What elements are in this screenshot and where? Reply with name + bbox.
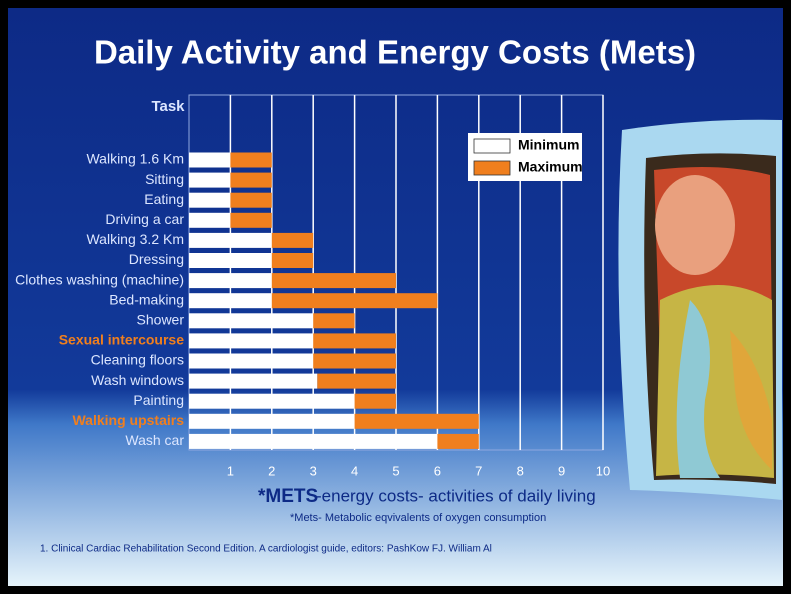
x-tick-label: 5 [392, 463, 399, 478]
x-tick-label: 7 [475, 463, 482, 478]
y-tick-label: Cleaning floors [91, 352, 184, 368]
category-axis-title: Task [151, 98, 185, 115]
y-tick-label: Sexual intercourse [59, 332, 184, 348]
y-tick-label: Dressing [129, 251, 184, 267]
bar-minimum [189, 353, 314, 369]
bar-maximum [313, 353, 396, 369]
x-tick-label: 1 [227, 463, 234, 478]
bar-maximum [271, 293, 438, 309]
y-tick-label: Painting [133, 392, 184, 408]
bar-maximum [230, 172, 272, 188]
y-tick-label: Wash car [125, 432, 184, 448]
y-tick-label: Sitting [145, 171, 184, 187]
y-tick-label: Walking 1.6 Km [86, 151, 184, 167]
bar-minimum [189, 293, 272, 309]
y-tick-label: Driving a car [105, 211, 184, 227]
bar-minimum [189, 232, 272, 248]
chart-title: Daily Activity and Energy Costs (Mets) [94, 34, 696, 71]
y-tick-label: Walking upstairs [72, 412, 184, 428]
bar-minimum [189, 253, 272, 268]
bar-maximum [271, 253, 314, 268]
bar-maximum [271, 232, 314, 248]
bar-maximum [230, 212, 272, 228]
bar-maximum [317, 373, 396, 389]
bar-maximum [230, 152, 272, 168]
legend: Minimum Maximum [468, 133, 583, 181]
bar-maximum [313, 313, 355, 329]
x-tick-label: 2 [268, 463, 275, 478]
plot [188, 94, 604, 451]
bar-minimum [189, 152, 231, 168]
note: *Mets- Metabolic eqvivalents of oxygen c… [290, 512, 546, 524]
x-axis-title-prefix: *METS [258, 486, 318, 507]
y-tick-label: Eating [144, 191, 184, 207]
legend-label: Maximum [518, 159, 583, 175]
bar-minimum [189, 393, 355, 409]
legend-swatch [473, 138, 511, 154]
y-tick-label: Clothes washing (machine) [15, 271, 184, 287]
painting [618, 119, 782, 500]
bar-maximum [354, 413, 479, 429]
bar-minimum [189, 212, 231, 228]
bar-minimum [189, 333, 314, 349]
legend-swatch [473, 160, 511, 176]
x-axis-title: -energy costs- activities of daily livin… [316, 486, 596, 505]
x-tick-label: 4 [351, 463, 358, 478]
legend-label: Minimum [518, 137, 579, 153]
x-tick-label: 8 [517, 463, 524, 478]
y-tick-label: Walking 3.2 Km [86, 231, 184, 247]
bar-maximum [437, 433, 479, 449]
y-tick-label: Wash windows [91, 372, 184, 388]
source: 1. Clinical Cardiac Rehabilitation Secon… [40, 544, 492, 555]
bar-maximum [230, 192, 272, 208]
x-tick-label: 6 [434, 463, 441, 478]
x-tick-label: 3 [310, 463, 317, 478]
bar-maximum [271, 273, 396, 289]
bar-minimum [189, 172, 231, 188]
y-tick-label: Bed-making [109, 291, 184, 307]
bar-minimum [189, 273, 272, 289]
bar-minimum [189, 192, 231, 208]
x-tick-label: 9 [558, 463, 565, 478]
x-tick-label: 10 [596, 463, 610, 478]
bar-minimum [189, 433, 438, 449]
bar-minimum [189, 413, 355, 429]
y-tick-label: Shower [137, 312, 185, 328]
bar-minimum [189, 373, 318, 389]
bar-maximum [354, 393, 396, 409]
bar-minimum [189, 313, 314, 329]
bar-maximum [313, 333, 396, 349]
